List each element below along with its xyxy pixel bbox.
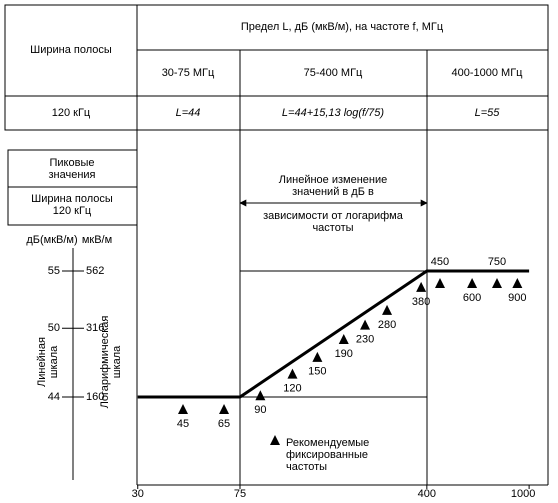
scale-title: шкала bbox=[111, 345, 123, 378]
marker-label: 90 bbox=[254, 404, 266, 416]
range-label: 30-75 МГц bbox=[162, 67, 215, 79]
marker-label: 230 bbox=[356, 334, 374, 346]
table-corner: Ширина полосы bbox=[30, 44, 112, 56]
bandwidth-label: 120 кГц bbox=[53, 205, 92, 217]
bandwidth: 120 кГц bbox=[52, 107, 91, 119]
peak-label: значения bbox=[48, 169, 95, 181]
db-tick-label: 55 bbox=[48, 265, 60, 277]
db-unit: дБ(мкВ/м) bbox=[26, 234, 77, 246]
scale-title: шкала bbox=[48, 345, 60, 378]
bandwidth-label: Ширина полосы bbox=[31, 193, 113, 205]
frequency-marker bbox=[287, 368, 298, 379]
scale-title: Логарифмическая bbox=[99, 316, 111, 409]
table-border bbox=[4, 4, 549, 131]
marker-label: 280 bbox=[378, 319, 396, 331]
range-label: 75-400 МГц bbox=[304, 67, 363, 79]
peak-label: Пиковые bbox=[50, 157, 95, 169]
marker-label: 750 bbox=[488, 256, 506, 268]
frequency-marker bbox=[492, 278, 502, 288]
frequency-marker bbox=[177, 404, 188, 414]
annotation: Линейное изменение bbox=[279, 174, 387, 186]
marker-label: 380 bbox=[412, 296, 430, 308]
uv-tick-label: 160 bbox=[86, 391, 104, 403]
marker-label: 600 bbox=[463, 292, 481, 304]
legend-text: Рекомендуемые bbox=[286, 437, 369, 449]
table-header: Предел L, дБ (мкВ/м), на частоте f, МГц bbox=[241, 21, 444, 33]
scale-title: Линейная bbox=[36, 337, 48, 387]
limit-formula: L=44+15,13 log(f/75) bbox=[282, 107, 384, 119]
x-tick-label: 1000 bbox=[511, 488, 535, 500]
uv-unit: мкВ/м bbox=[82, 234, 112, 246]
limit-formula: L=44 bbox=[176, 107, 201, 119]
marker-label: 150 bbox=[308, 366, 326, 378]
frequency-marker bbox=[219, 404, 230, 414]
x-tick-label: 30 bbox=[132, 488, 144, 500]
frequency-marker bbox=[382, 304, 393, 315]
marker-label: 900 bbox=[508, 292, 526, 304]
x-tick-label: 75 bbox=[234, 488, 246, 500]
frame bbox=[4, 4, 549, 486]
marker-label: 450 bbox=[431, 256, 449, 268]
frequency-marker bbox=[416, 281, 427, 292]
marker-label: 120 bbox=[283, 383, 301, 395]
frequency-marker bbox=[467, 278, 478, 288]
legend-text: фиксированные bbox=[286, 449, 368, 461]
frequency-marker bbox=[312, 351, 323, 362]
limit-formula: L=55 bbox=[475, 107, 501, 119]
legend-marker bbox=[270, 435, 280, 445]
annotation: зависимости от логарифма bbox=[263, 210, 404, 222]
range-label: 400-1000 МГц bbox=[452, 67, 524, 79]
db-tick-label: 44 bbox=[48, 391, 60, 403]
annotation: частоты bbox=[312, 222, 353, 234]
x-tick-label: 400 bbox=[418, 488, 436, 500]
frequency-marker bbox=[360, 319, 371, 330]
marker-label: 190 bbox=[335, 348, 353, 360]
marker-label: 65 bbox=[218, 418, 230, 430]
legend-text: частоты bbox=[286, 461, 327, 473]
frequency-marker bbox=[338, 334, 349, 345]
uv-tick-label: 316 bbox=[86, 322, 104, 334]
uv-tick-label: 562 bbox=[86, 265, 104, 277]
frequency-marker bbox=[512, 278, 523, 288]
annotation: значений в дБ в bbox=[292, 186, 374, 198]
db-tick-label: 50 bbox=[48, 322, 60, 334]
marker-label: 45 bbox=[177, 418, 189, 430]
frequency-marker bbox=[434, 278, 445, 288]
limit-line bbox=[137, 269, 530, 399]
frequency-marker bbox=[255, 390, 266, 401]
